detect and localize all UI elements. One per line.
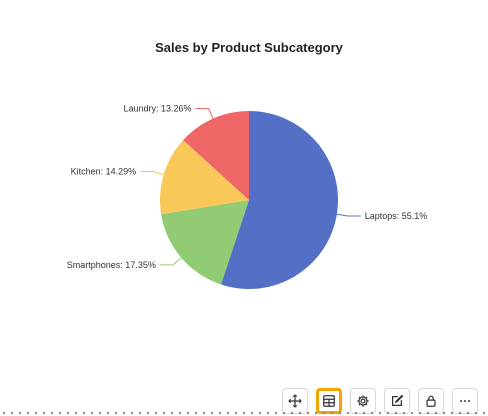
slice-label-kitchen: Kitchen: 14.29% [71, 167, 137, 177]
lock-icon [426, 395, 436, 407]
settings-button[interactable] [350, 388, 376, 414]
dotted-edge [0, 410, 488, 416]
slice-label-laptops: Laptops: 55.1% [365, 211, 428, 221]
move-button[interactable] [282, 388, 308, 414]
move-icon [288, 394, 302, 408]
pie-chart: Sales by Product Subcategory Laptops: 55… [67, 40, 427, 289]
pie-slices [159, 111, 339, 289]
leader-line-kitchen [140, 171, 164, 176]
pie-slice-laundry[interactable] [183, 111, 249, 200]
pie-labels: Laptops: 55.1% Smartphones: 17.35% Kitchen… [67, 104, 427, 270]
leader-line-smartphones [159, 257, 182, 266]
pie-slice-smartphones[interactable] [161, 200, 249, 285]
slice-label-smartphones: Smartphones: 17.35% [67, 260, 156, 270]
edit-icon [392, 394, 404, 406]
table-view-button[interactable] [316, 388, 342, 414]
table-icon [323, 395, 335, 407]
leader-line-laundry [195, 108, 214, 119]
pie-slice-kitchen[interactable] [159, 140, 249, 215]
more-icon [460, 400, 470, 402]
leader-line-laptops [336, 213, 361, 217]
slice-label-laundry: Laundry: 13.26% [123, 104, 191, 114]
chart-title: Sales by Product Subcategory [155, 40, 344, 55]
pie-slice-laptops[interactable] [220, 111, 339, 289]
settings-icon [357, 395, 369, 407]
edit-button[interactable] [384, 388, 410, 414]
